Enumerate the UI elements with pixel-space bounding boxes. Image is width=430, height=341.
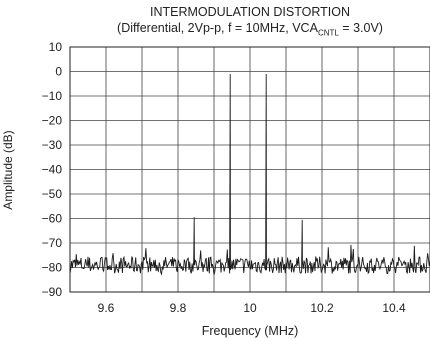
grid-lines xyxy=(70,46,430,293)
chart-subtitle: (Differential, 2Vp-p, f = 10MHz, VCACNTL… xyxy=(70,21,430,41)
y-tick-label: −70 xyxy=(42,236,63,250)
x-tick-label: 10.4 xyxy=(382,301,406,315)
y-tick-labels: 10 0 −10 −20 −30 −40 −50 −60 −70 −80 −90 xyxy=(42,40,63,299)
subtitle-subscript: CNTL xyxy=(317,28,339,38)
x-axis-label: Frequency (MHz) xyxy=(201,324,299,338)
chart-title: INTERMODULATION DISTORTION xyxy=(149,5,350,19)
x-tick-labels: 9.6 9.8 10 10.2 10.4 xyxy=(98,301,406,315)
spectrum-trace xyxy=(69,73,430,276)
y-tick-label: −60 xyxy=(42,212,63,226)
y-tick-label: 0 xyxy=(55,65,62,79)
x-tick-label: 10.2 xyxy=(310,301,334,315)
y-tick-label: −10 xyxy=(42,89,63,103)
subtitle-suffix: = 3.0V) xyxy=(338,21,383,35)
y-tick-label: −90 xyxy=(42,285,63,299)
y-tick-label: −80 xyxy=(42,261,63,275)
y-tick-label: −20 xyxy=(42,114,63,128)
y-tick-label: −30 xyxy=(42,138,63,152)
x-tick-label: 10 xyxy=(243,301,257,315)
x-tick-label: 9.8 xyxy=(170,301,187,315)
series-layer xyxy=(69,73,430,276)
x-tick-label: 9.6 xyxy=(98,301,115,315)
plot-frame xyxy=(69,46,430,293)
y-tick-label: 10 xyxy=(49,40,63,54)
y-tick-label: −50 xyxy=(42,187,63,201)
y-tick-label: −40 xyxy=(42,163,63,177)
subtitle-prefix: (Differential, 2Vp-p, f = 10MHz, VCA xyxy=(117,21,318,35)
